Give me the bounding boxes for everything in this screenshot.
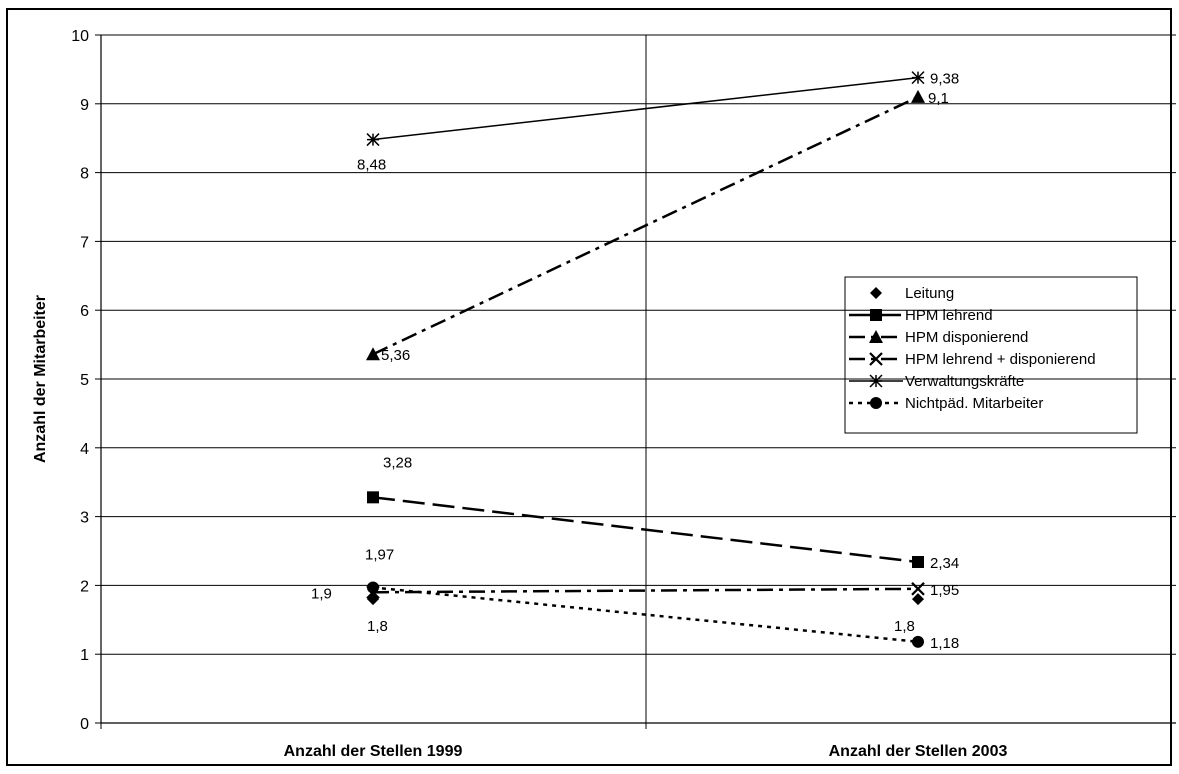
series-line [372,587,919,594]
x-category-label-2003: Anzahl der Stellen 2003 [829,743,1008,760]
legend-marker [870,397,882,409]
data-label: 1,8 [894,618,915,635]
legend-label: HPM lehrend [905,307,993,324]
series-line [372,76,919,141]
series-hpm-disponierend: 5,36 9,1 [366,89,949,364]
legend-item: Verwaltungskräfte [849,373,1024,390]
data-label: 3,28 [383,454,412,471]
series-nichtpäd-mitarbeiter: 1,97 1,18 [365,546,959,651]
data-label: 9,1 [928,90,949,107]
y-tick-label: 1 [80,647,89,664]
y-axis-label: Anzahl der Mitarbeiter [32,295,49,463]
data-label: 2,34 [930,555,959,572]
data-label: 1,8 [367,618,388,635]
legend-box [844,276,1138,434]
data-label: 1,95 [930,582,959,599]
y-tick-label: 0 [80,716,89,733]
data-label: 1,97 [365,546,394,563]
y-tick-label: 10 [71,28,89,45]
series-hpm-lehrend-disponierend: 1,9 1,95 [311,582,959,602]
data-point [366,347,380,361]
data-point [912,556,924,569]
y-tick-label: 8 [80,166,89,183]
data-point [367,581,379,594]
legend-marker [870,309,882,321]
data-point [366,133,380,147]
legend-marker [870,287,882,299]
y-tick-label: 3 [80,510,89,527]
y-tick-label: 2 [80,578,89,595]
legend-marker [869,352,883,366]
data-label: 9,38 [930,71,959,88]
series-hpm-lehrend: 3,28 2,34 [367,454,959,572]
series-leitung: 1,8 1,8 [367,593,924,635]
data-point [912,635,924,648]
legend-item: Leitung [870,285,954,302]
legend-item: HPM lehrend [849,307,993,324]
legend-label: HPM lehrend + disponierend [905,351,1096,368]
legend-item: Nichtpäd. Mitarbeiter [849,395,1043,412]
data-point [912,593,924,606]
legend-label: Nichtpäd. Mitarbeiter [905,395,1043,412]
data-label: 5,36 [381,347,410,364]
series-verwaltungskräfte: 8,48 9,38 [357,71,959,174]
legend: Leitung HPM lehrend HPM disponierend HPM le… [844,276,1138,434]
x-category-label-1999: Anzahl der Stellen 1999 [284,743,463,760]
legend-label: Verwaltungskräfte [905,373,1024,390]
data-point [911,71,925,85]
legend-marker [869,374,883,388]
legend-item: HPM disponierend [849,329,1028,346]
data-point [367,491,379,504]
data-label: 1,18 [930,635,959,652]
data-label: 8,48 [357,157,386,174]
y-tick-label: 9 [80,97,89,114]
series-line [372,95,919,356]
y-tick-label: 5 [80,372,89,389]
y-tick-label: 4 [80,441,89,458]
legend-item: HPM lehrend + disponierend [849,351,1096,368]
legend-label: HPM disponierend [905,329,1028,346]
y-tick-label: 7 [80,234,89,251]
data-point [911,582,925,596]
y-tick-label: 6 [80,303,89,320]
series-line [372,496,919,564]
data-point [911,89,925,103]
data-label: 1,9 [311,585,332,602]
legend-marker [869,330,883,343]
legend-label: Leitung [905,285,954,302]
series-line [372,586,919,644]
